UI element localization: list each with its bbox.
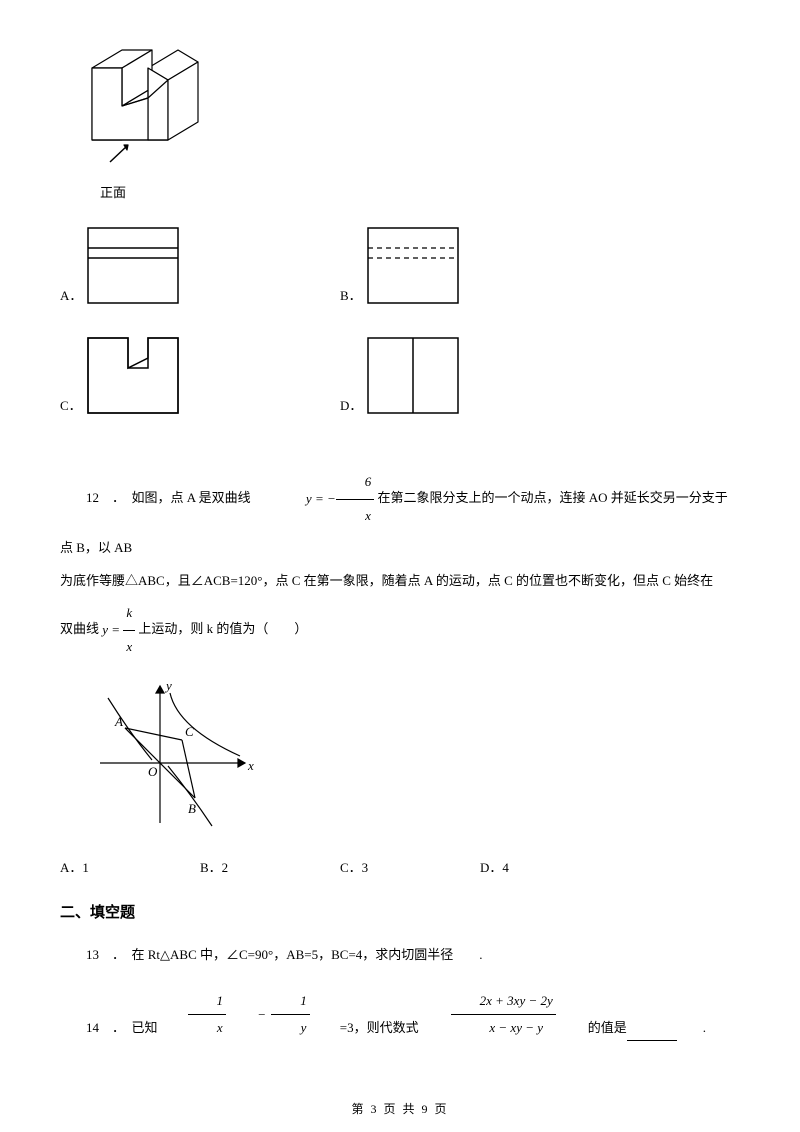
q12-option-d[interactable]: D．4 <box>480 857 620 876</box>
q14-mid: =3，则代数式 <box>314 1015 419 1041</box>
front-label: 正面 <box>100 182 740 201</box>
q12-graph: y x A C B O <box>90 678 740 832</box>
option-b-letter: B． <box>340 285 362 304</box>
svg-text:C: C <box>185 724 194 739</box>
option-c-figure <box>86 336 181 416</box>
q14-formula2: 2x + 3xy − 2yx − xy − y <box>425 988 556 1041</box>
section-2-title: 二、填空题 <box>60 901 740 922</box>
q12-option-c[interactable]: C．3 <box>340 857 480 876</box>
q12-textend: 上运动，则 k 的值为（ ） <box>138 621 307 636</box>
q12-num: 12 ． 如图，点 A 是双曲线 <box>86 490 251 505</box>
option-a[interactable]: A． <box>60 226 340 306</box>
q12-formula2: y = kx <box>102 597 135 663</box>
option-b-figure <box>366 226 461 306</box>
solid-3d-figure <box>80 40 740 174</box>
svg-text:x: x <box>247 758 254 773</box>
q12-option-a[interactable]: A．1 <box>60 857 200 876</box>
q12-text3: 双曲线 <box>60 621 99 636</box>
q12-options: A．1 B．2 C．3 D．4 <box>60 857 740 876</box>
q14-period: . <box>677 1015 706 1041</box>
svg-text:A: A <box>114 714 123 729</box>
q14-blank[interactable] <box>627 1028 677 1041</box>
svg-text:O: O <box>148 764 158 779</box>
svg-text:B: B <box>188 801 196 816</box>
options-grid: A． B． C． D． <box>60 226 740 446</box>
q14-prefix: 14 ． 已知 <box>60 1015 158 1041</box>
option-d[interactable]: D． <box>340 336 620 416</box>
option-b[interactable]: B． <box>340 226 620 306</box>
q12-option-b[interactable]: B．2 <box>200 857 340 876</box>
option-c[interactable]: C． <box>60 336 340 416</box>
option-a-letter: A． <box>60 285 82 304</box>
question-13: 13 ． 在 Rt△ABC 中，∠C=90°，AB=5，BC=4，求内切圆半径 … <box>60 942 740 968</box>
option-a-figure <box>86 226 181 306</box>
svg-text:y: y <box>164 678 172 693</box>
q14-suffix: 的值是 <box>562 1015 627 1041</box>
option-d-letter: D． <box>340 395 362 414</box>
q14-formula1: 1x − 1y <box>162 988 310 1041</box>
page-footer: 第 3 页 共 9 页 <box>0 1100 800 1117</box>
option-d-figure <box>366 336 461 416</box>
question-14: 14 ． 已知 1x − 1y =3，则代数式 2x + 3xy − 2yx −… <box>60 988 740 1041</box>
q12-text2: 为底作等腰△ABC，且∠ACB=120°，点 C 在第一象限，随着点 A 的运动… <box>60 565 740 598</box>
option-c-letter: C． <box>60 395 82 414</box>
question-12: 12 ． 如图，点 A 是双曲线 y = −6x 在第二象限分支上的一个动点，连… <box>60 466 740 663</box>
q12-formula1: y = −6x <box>254 466 374 532</box>
